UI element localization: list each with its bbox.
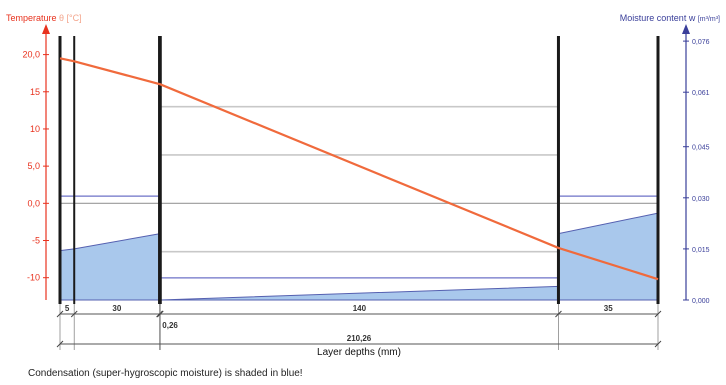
right-axis-arrow (682, 24, 690, 34)
dimension-tick-5 (654, 310, 662, 318)
left-tick-label-1: 15 (30, 87, 40, 97)
total-depth-label: 210,26 (347, 334, 372, 343)
xlabel-background (297, 345, 421, 358)
total-tick-0 (56, 340, 64, 348)
right-axis-title: Moisture content w [m³/m³] (620, 13, 720, 23)
condensation-footnote: Condensation (super-hygroscopic moisture… (28, 368, 303, 379)
left-axis-symbol: θ (59, 13, 67, 23)
dimension-tick-2 (156, 310, 163, 318)
left-tick-label-5: -5 (32, 236, 40, 246)
left-tick-label-0: 20,0 (22, 50, 40, 60)
layer-thickness-label-0: 5 (65, 304, 70, 313)
right-tick-label-4: 0,015 (692, 247, 710, 254)
total-tick-1 (654, 340, 662, 348)
dimension-tick-3 (156, 310, 164, 318)
temperature-line (59, 57, 659, 281)
left-tick-label-2: 10 (30, 124, 40, 134)
left-axis-arrow (42, 24, 50, 34)
left-tick-label-3: 5,0 (27, 161, 40, 171)
left-tick-label-6: -10 (27, 273, 40, 283)
right-axis-symbol: w (688, 13, 698, 23)
condensation-area-2 (557, 212, 659, 301)
layer-thickness-label-2: 140 (353, 304, 367, 313)
layer-thickness-label-1: 30 (112, 304, 121, 313)
dimension-tick-4 (555, 310, 562, 318)
x-axis-label: Layer depths (mm) (317, 347, 401, 358)
dimension-tick-1 (70, 310, 78, 318)
dimension-tick-0 (56, 310, 64, 318)
condensation-area-1 (160, 285, 559, 301)
layer-thickness-label-3: 35 (604, 304, 613, 313)
right-tick-label-0: 0,076 (692, 39, 710, 46)
right-tick-label-1: 0,061 (692, 90, 710, 97)
right-axis-unit: [m³/m³] (698, 16, 720, 23)
left-axis-unit: [°C] (67, 13, 82, 23)
right-tick-label-3: 0,030 (692, 196, 710, 203)
right-tick-label-2: 0,045 (692, 145, 710, 152)
left-tick-label-4: 0,0 (27, 198, 40, 208)
thin-layer-label: 0,26 (162, 321, 178, 330)
left-axis-title: Temperature θ [°C] (6, 13, 82, 23)
right-tick-label-5: 0,000 (692, 298, 710, 305)
